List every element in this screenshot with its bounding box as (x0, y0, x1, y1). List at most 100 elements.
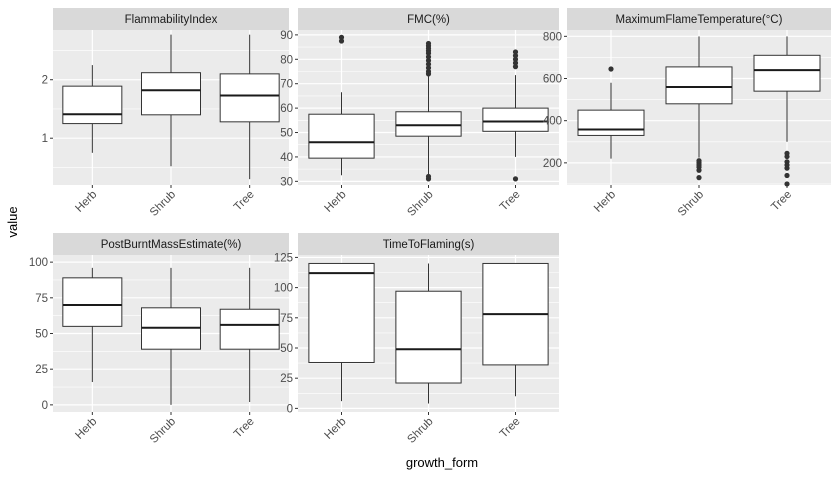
x-tick-label: Shrub (676, 189, 706, 219)
boxplot-tree (482, 262, 549, 397)
facet-strip (298, 8, 559, 30)
y-tick-label: 1 (42, 133, 48, 145)
y-tick-label: 200 (543, 158, 562, 170)
y-tick-label: 0 (42, 400, 48, 412)
outlier-point (784, 159, 790, 165)
boxplot-herb (308, 34, 375, 176)
iqr-box (482, 107, 549, 132)
facet-strip (298, 233, 559, 255)
boxplot-shrub (665, 36, 733, 181)
outlier-point (512, 176, 519, 182)
y-tick-label: 60 (280, 103, 293, 115)
boxplot-shrub (395, 40, 462, 182)
outlier-point (338, 38, 345, 44)
x-tick-label: Shrub (405, 416, 435, 446)
iqr-box (141, 72, 201, 116)
boxplot-herb (62, 267, 123, 383)
outlier-point (425, 40, 432, 47)
outlier-point (512, 49, 519, 55)
facet-title: TimeToFlaming(s) (383, 239, 475, 251)
outlier-point (425, 68, 432, 75)
outlier-point (784, 172, 790, 179)
boxplot-shrub (141, 34, 201, 167)
facet-title: MaximumFlameTemperature(°C) (616, 14, 783, 26)
y-tick-label: 25 (280, 373, 293, 385)
x-tick-label: Tree (498, 189, 523, 214)
x-tick-label: Shrub (148, 189, 178, 219)
y-tick-label: 600 (543, 74, 562, 86)
y-tick-label: 125 (274, 252, 293, 264)
iqr-box (395, 111, 462, 137)
y-tick-label: 50 (280, 128, 293, 140)
x-tick-label: Tree (232, 416, 257, 441)
boxplot-herb (62, 65, 123, 153)
iqr-box (577, 109, 645, 136)
y-tick-label: 70 (280, 79, 293, 91)
iqr-box (308, 113, 375, 159)
facet-panel: TimeToFlaming(s) 0 25 50 75 100 125 Herb Shrub Tr… (274, 233, 559, 446)
x-tick-label: Tree (498, 416, 523, 441)
iqr-box (62, 277, 123, 327)
y-tick-label: 2 (42, 75, 48, 87)
outlier-point (425, 57, 432, 64)
y-tick-label: 100 (274, 283, 293, 295)
y-tick-label: 50 (280, 343, 293, 355)
outlier-point (425, 54, 432, 60)
facet-title: FMC(%) (407, 14, 450, 26)
iqr-box (219, 308, 280, 350)
x-tick-label: Tree (769, 189, 794, 214)
outlier-point (696, 158, 702, 164)
x-tick-label: Shrub (405, 189, 435, 219)
facet-title: PostBurntMassEstimate(%) (101, 239, 242, 251)
y-tick-label: 90 (280, 30, 293, 42)
outlier-point (512, 64, 519, 70)
y-tick-label: 50 (35, 329, 48, 341)
outlier-point (512, 53, 519, 59)
facet-strip (53, 8, 289, 30)
boxplot-tree (482, 49, 549, 182)
boxplot-herb (308, 262, 375, 402)
facet-panel: MaximumFlameTemperature(°C) 200 400 600 800 H… (543, 8, 831, 219)
y-tick-label: 30 (280, 176, 293, 188)
facet-strip (53, 233, 289, 255)
facet-panel: FlammabilityIndex 1 2 Herb Shrub Tree (42, 8, 289, 219)
y-tick-label: 800 (543, 31, 562, 43)
x-tick-label: Herb (323, 416, 349, 442)
outlier-point (512, 60, 519, 66)
boxplot-shrub (141, 267, 201, 405)
outlier-point (784, 150, 790, 156)
y-tick-label: 100 (29, 257, 48, 269)
x-tick-label: Herb (592, 189, 618, 215)
facet-strip (567, 8, 831, 30)
outlier-point (608, 66, 614, 72)
y-tick-label: 400 (543, 116, 562, 128)
iqr-box (308, 262, 375, 363)
iqr-box (665, 66, 733, 105)
outlier-point (784, 181, 790, 187)
x-tick-label: Herb (73, 416, 99, 442)
outlier-point (338, 34, 345, 40)
x-axis-title: growth_form (406, 455, 478, 470)
y-tick-label: 40 (280, 152, 293, 164)
boxplot-herb (577, 66, 645, 159)
y-tick-label: 25 (35, 364, 48, 376)
facet-title: FlammabilityIndex (125, 14, 218, 26)
x-tick-label: Tree (232, 189, 257, 214)
boxplot-shrub (395, 263, 462, 404)
y-tick-label: 75 (280, 313, 293, 325)
iqr-box (62, 85, 123, 125)
boxplot-tree (219, 267, 280, 403)
x-tick-label: Shrub (148, 416, 178, 446)
outlier-point (425, 61, 432, 67)
outlier-point (512, 56, 519, 62)
iqr-box (395, 290, 462, 384)
x-tick-label: Herb (73, 189, 99, 215)
facet-panel: FMC(%) 30 40 50 60 70 80 90 Herb Shrub Tree (280, 8, 559, 219)
y-tick-label: 0 (287, 403, 293, 415)
facet-panel: PostBurntMassEstimate(%) 0 25 50 75 100 Herb Sh… (29, 233, 289, 446)
outlier-point (696, 175, 702, 181)
boxplot-tree (753, 36, 821, 187)
boxplot-tree (219, 34, 280, 180)
iqr-box (753, 54, 821, 92)
